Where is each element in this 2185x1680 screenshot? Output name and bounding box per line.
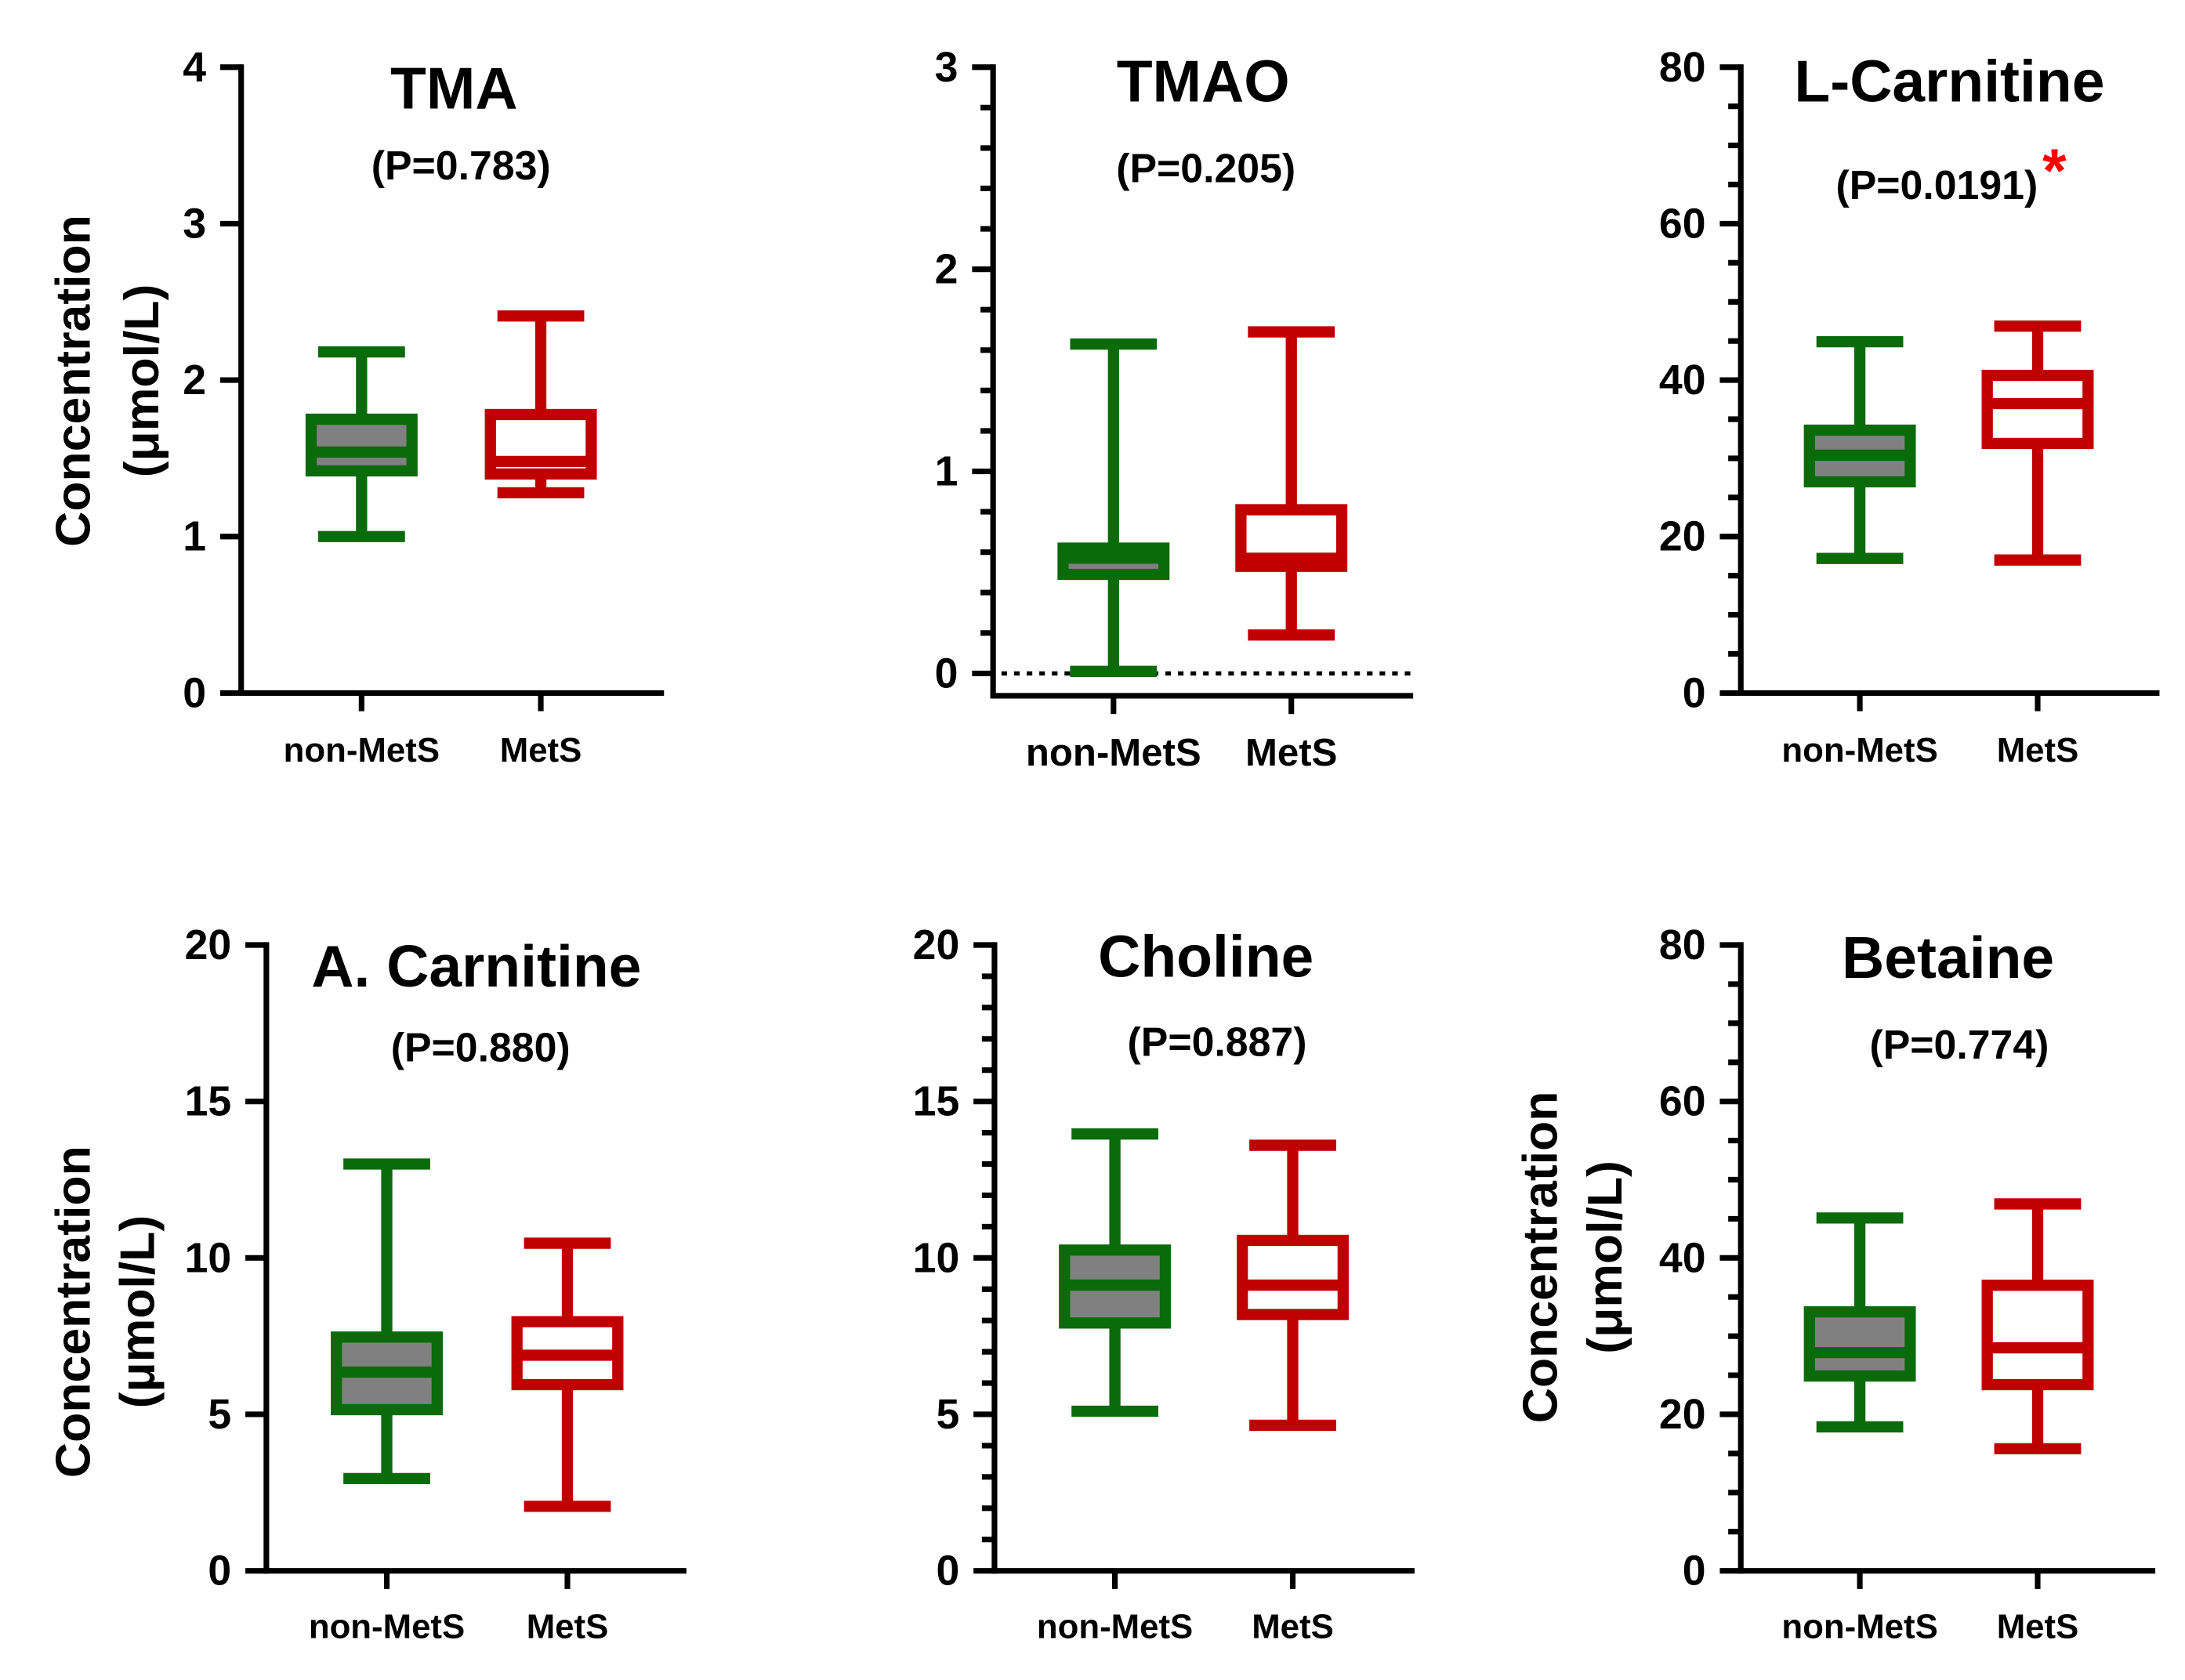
tmao-p-value: (P=0.205) (1116, 145, 1295, 190)
l-carnitine-mets-box-plot (1981, 320, 2094, 566)
choline-y-tick-label-1: 5 (936, 1391, 959, 1438)
a-carnitine-y-axis-label-line-2: (μmol/L) (110, 1215, 165, 1409)
panel-tmao: 0 1 2 3 non-MetS MetS TMAO (P=0.205) (935, 44, 1414, 774)
betaine-y-tick-label-4: 80 (1659, 921, 1706, 969)
a-carnitine-y-tick-label-4: 20 (185, 921, 232, 969)
tmao-y-tick-label-1: 1 (935, 448, 958, 495)
panel-tma: 0 1 2 3 4 non-MetS MetS TMA (P=0.783) Concentrati… (45, 44, 665, 769)
l-carnitine-significance-mark: * (2042, 136, 2067, 205)
a-carnitine-p-value: (P=0.880) (391, 1024, 571, 1070)
betaine-title: Betaine (1842, 925, 2054, 990)
betaine-mets-box-plot (1981, 1198, 2094, 1455)
panel-a-carnitine: 0 5 10 15 20 non-MetS MetS A. Carnitine (P=0.880… (45, 921, 687, 1646)
tma-y-tick-label-1: 1 (183, 513, 206, 560)
betaine-x-label-mets: MetS (1997, 1608, 2079, 1646)
tmao-y-tick-label-2: 2 (935, 246, 958, 293)
tma-y-axis-label-line-1: Concentration (45, 215, 100, 547)
tma-y-tick-label-3: 3 (183, 200, 206, 247)
betaine-p-value: (P=0.774) (1869, 1022, 2049, 1067)
tma-y-tick-label-0: 0 (183, 669, 206, 716)
l-carnitine-y-tick-label-3: 60 (1659, 200, 1706, 247)
panel-choline: 0 5 10 15 20 non-MetS MetS Choline (P=0.887) (913, 921, 1415, 1646)
l-carnitine-x-label-non-mets: non-MetS (1781, 731, 1937, 769)
tmao-y-tick-label-3: 3 (935, 44, 958, 91)
choline-y-tick-label-2: 10 (913, 1234, 960, 1281)
tmao-x-label-non-mets: non-MetS (1026, 732, 1201, 774)
tma-y-tick-label-2: 2 (183, 357, 206, 404)
betaine-y-tick-label-2: 40 (1659, 1234, 1706, 1281)
l-carnitine-y-tick-label-2: 40 (1659, 357, 1706, 404)
choline-y-tick-label-0: 0 (936, 1548, 959, 1595)
choline-y-tick-label-4: 20 (913, 921, 960, 969)
betaine-y-tick-label-3: 60 (1659, 1078, 1706, 1125)
tma-x-label-non-mets: non-MetS (284, 731, 440, 769)
a-carnitine-non-mets-box-plot (331, 1158, 443, 1484)
l-carnitine-non-mets-box-plot (1803, 336, 1916, 564)
betaine-non-mets-box (1803, 1306, 1916, 1382)
a-carnitine-y-tick-label-1: 5 (208, 1391, 231, 1438)
tmao-x-label-mets: MetS (1245, 732, 1337, 774)
choline-x-label-non-mets: non-MetS (1037, 1608, 1193, 1646)
a-carnitine-y-tick-label-3: 15 (185, 1078, 232, 1125)
choline-mets-box (1237, 1234, 1349, 1320)
betaine-mets-box (1981, 1280, 2094, 1391)
tma-x-label-mets: MetS (500, 731, 582, 769)
a-carnitine-y-axis-label-line-1: Concentration (45, 1146, 100, 1478)
l-carnitine-title: L-Carnitine (1794, 49, 2104, 114)
betaine-non-mets-box-plot (1803, 1212, 1916, 1433)
l-carnitine-y-tick-label-0: 0 (1683, 669, 1706, 716)
tma-y-tick-label-4: 4 (183, 44, 206, 91)
l-carnitine-mets-box (1981, 369, 2094, 450)
tma-y-axis-label-line-2: (μmol/L) (114, 284, 169, 478)
betaine-y-tick-label-0: 0 (1683, 1548, 1706, 1595)
betaine-x-label-non-mets: non-MetS (1781, 1608, 1937, 1646)
betaine-y-axis-label-line-1: Concentration (1513, 1092, 1568, 1424)
panel-betaine: 0 20 40 60 80 non-MetS MetS Betaine (P=0.774) Con… (1513, 921, 2156, 1646)
tma-p-value: (P=0.783) (371, 143, 551, 188)
betaine-y-tick-label-1: 20 (1659, 1391, 1706, 1438)
a-carnitine-x-label-mets: MetS (527, 1608, 609, 1646)
tma-title: TMA (390, 56, 518, 121)
tmao-title: TMAO (1117, 49, 1290, 114)
tma-non-mets-box (305, 413, 418, 477)
choline-p-value: (P=0.887) (1128, 1019, 1307, 1064)
choline-title: Choline (1098, 923, 1314, 989)
a-carnitine-x-label-non-mets: non-MetS (309, 1608, 465, 1646)
choline-non-mets-box-plot (1059, 1128, 1172, 1418)
tmao-y-tick-label-0: 0 (935, 650, 958, 697)
l-carnitine-p-value: (P=0.0191) (1835, 162, 2038, 208)
l-carnitine-x-label-mets: MetS (1997, 731, 2079, 769)
tma-non-mets-box-plot (305, 346, 418, 542)
tmao-non-mets-box-plot (1057, 338, 1170, 677)
betaine-y-axis-label-line-2: (μmol/L) (1578, 1160, 1632, 1354)
l-carnitine-y-tick-label-4: 80 (1659, 44, 1706, 91)
a-carnitine-y-tick-label-0: 0 (208, 1548, 231, 1595)
tma-mets-box-plot (484, 310, 597, 498)
choline-y-tick-label-3: 15 (913, 1078, 960, 1125)
l-carnitine-y-tick-label-1: 20 (1659, 513, 1706, 560)
a-carnitine-mets-box-plot (511, 1237, 624, 1512)
tmao-mets-box-plot (1235, 326, 1348, 641)
choline-x-label-mets: MetS (1252, 1608, 1334, 1646)
a-carnitine-title: A. Carnitine (311, 933, 641, 999)
a-carnitine-y-tick-label-2: 10 (185, 1234, 232, 1281)
choline-mets-box-plot (1237, 1139, 1349, 1432)
panel-l-carnitine: 0 20 40 60 80 non-MetS MetS L-Carnitine (P=0.019… (1659, 44, 2160, 769)
